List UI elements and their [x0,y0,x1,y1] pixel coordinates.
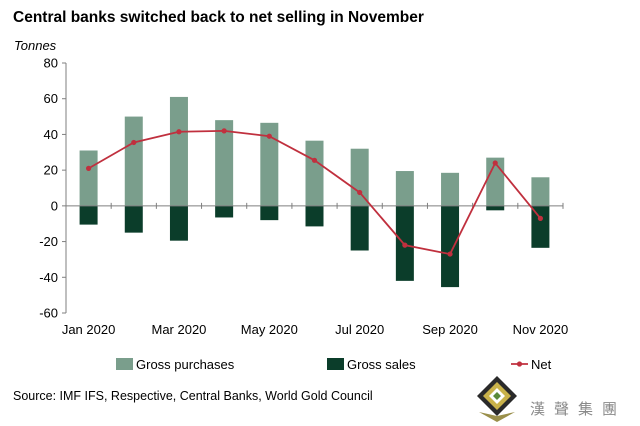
bar-gross-sales [124,205,143,233]
legend-swatch-net-marker [516,361,523,367]
y-tick-label: 40 [44,127,58,142]
net-point [492,160,498,166]
net-point [311,157,318,163]
bar-gross-purchases [531,177,550,206]
bar-gross-purchases [124,116,143,206]
chart-canvas: -60 -40 -20 0 20 40 60 80 Jan 2020 Mar 2020 May 20… [39,56,569,373]
y-tick-label: -60 [39,306,58,321]
y-tick-label: 0 [51,198,58,213]
net-point [176,129,182,135]
x-tick-label: Nov 2020 [513,322,569,337]
bar-gross-sales [486,205,505,211]
bar-gross-purchases [395,171,414,206]
legend-swatch-gross-purchases [116,358,133,370]
net-point [537,215,544,221]
bar-gross-purchases [79,150,98,206]
x-tick-label: May 2020 [241,322,298,337]
company-logo-icon [477,376,517,422]
x-tick-label: Mar 2020 [151,322,206,337]
x-tick-label: Sep 2020 [422,322,478,337]
y-tick-label: 80 [44,56,58,71]
y-tick-label: 60 [44,91,58,106]
bar-gross-sales [441,205,460,288]
bar-gross-purchases [441,172,460,206]
legend-label-net: Net [531,357,552,372]
net-point [131,139,137,146]
bar-gross-purchases [305,140,324,206]
company-logo-text: 漢聲集團 [530,400,627,418]
bar-gross-sales [79,205,98,225]
bar-gross-purchases [215,120,234,206]
net-point [221,128,227,134]
y-tick-label: 20 [44,163,58,178]
source-note: Source: IMF IFS, Respective, Central Ban… [13,389,373,403]
bar-gross-sales [531,205,550,248]
bar-gross-sales [350,205,369,251]
net-point [266,133,272,139]
bar-gross-sales [169,205,188,241]
legend-swatch-gross-sales [327,358,344,370]
y-axis-label: Tonnes [14,38,57,53]
bar-gross-sales [215,205,234,218]
x-tick-label: Jul 2020 [335,322,384,337]
legend-label-gross-sales: Gross sales [347,357,416,372]
bar-gross-purchases [169,96,188,206]
net-point [402,242,408,248]
bar-gross-purchases [350,148,369,206]
legend-label-gross-purchases: Gross purchases [136,357,235,372]
bar-gross-sales [260,205,279,221]
bar-gross-purchases [260,122,279,206]
net-point [447,251,453,257]
y-tick-label: -20 [39,234,58,249]
bar-gross-sales [305,205,324,227]
net-point [357,189,363,196]
chart-title: Central banks switched back to net selli… [13,9,424,26]
x-tick-label: Jan 2020 [62,322,116,337]
y-tick-label: -40 [39,270,58,285]
net-point [85,165,92,171]
